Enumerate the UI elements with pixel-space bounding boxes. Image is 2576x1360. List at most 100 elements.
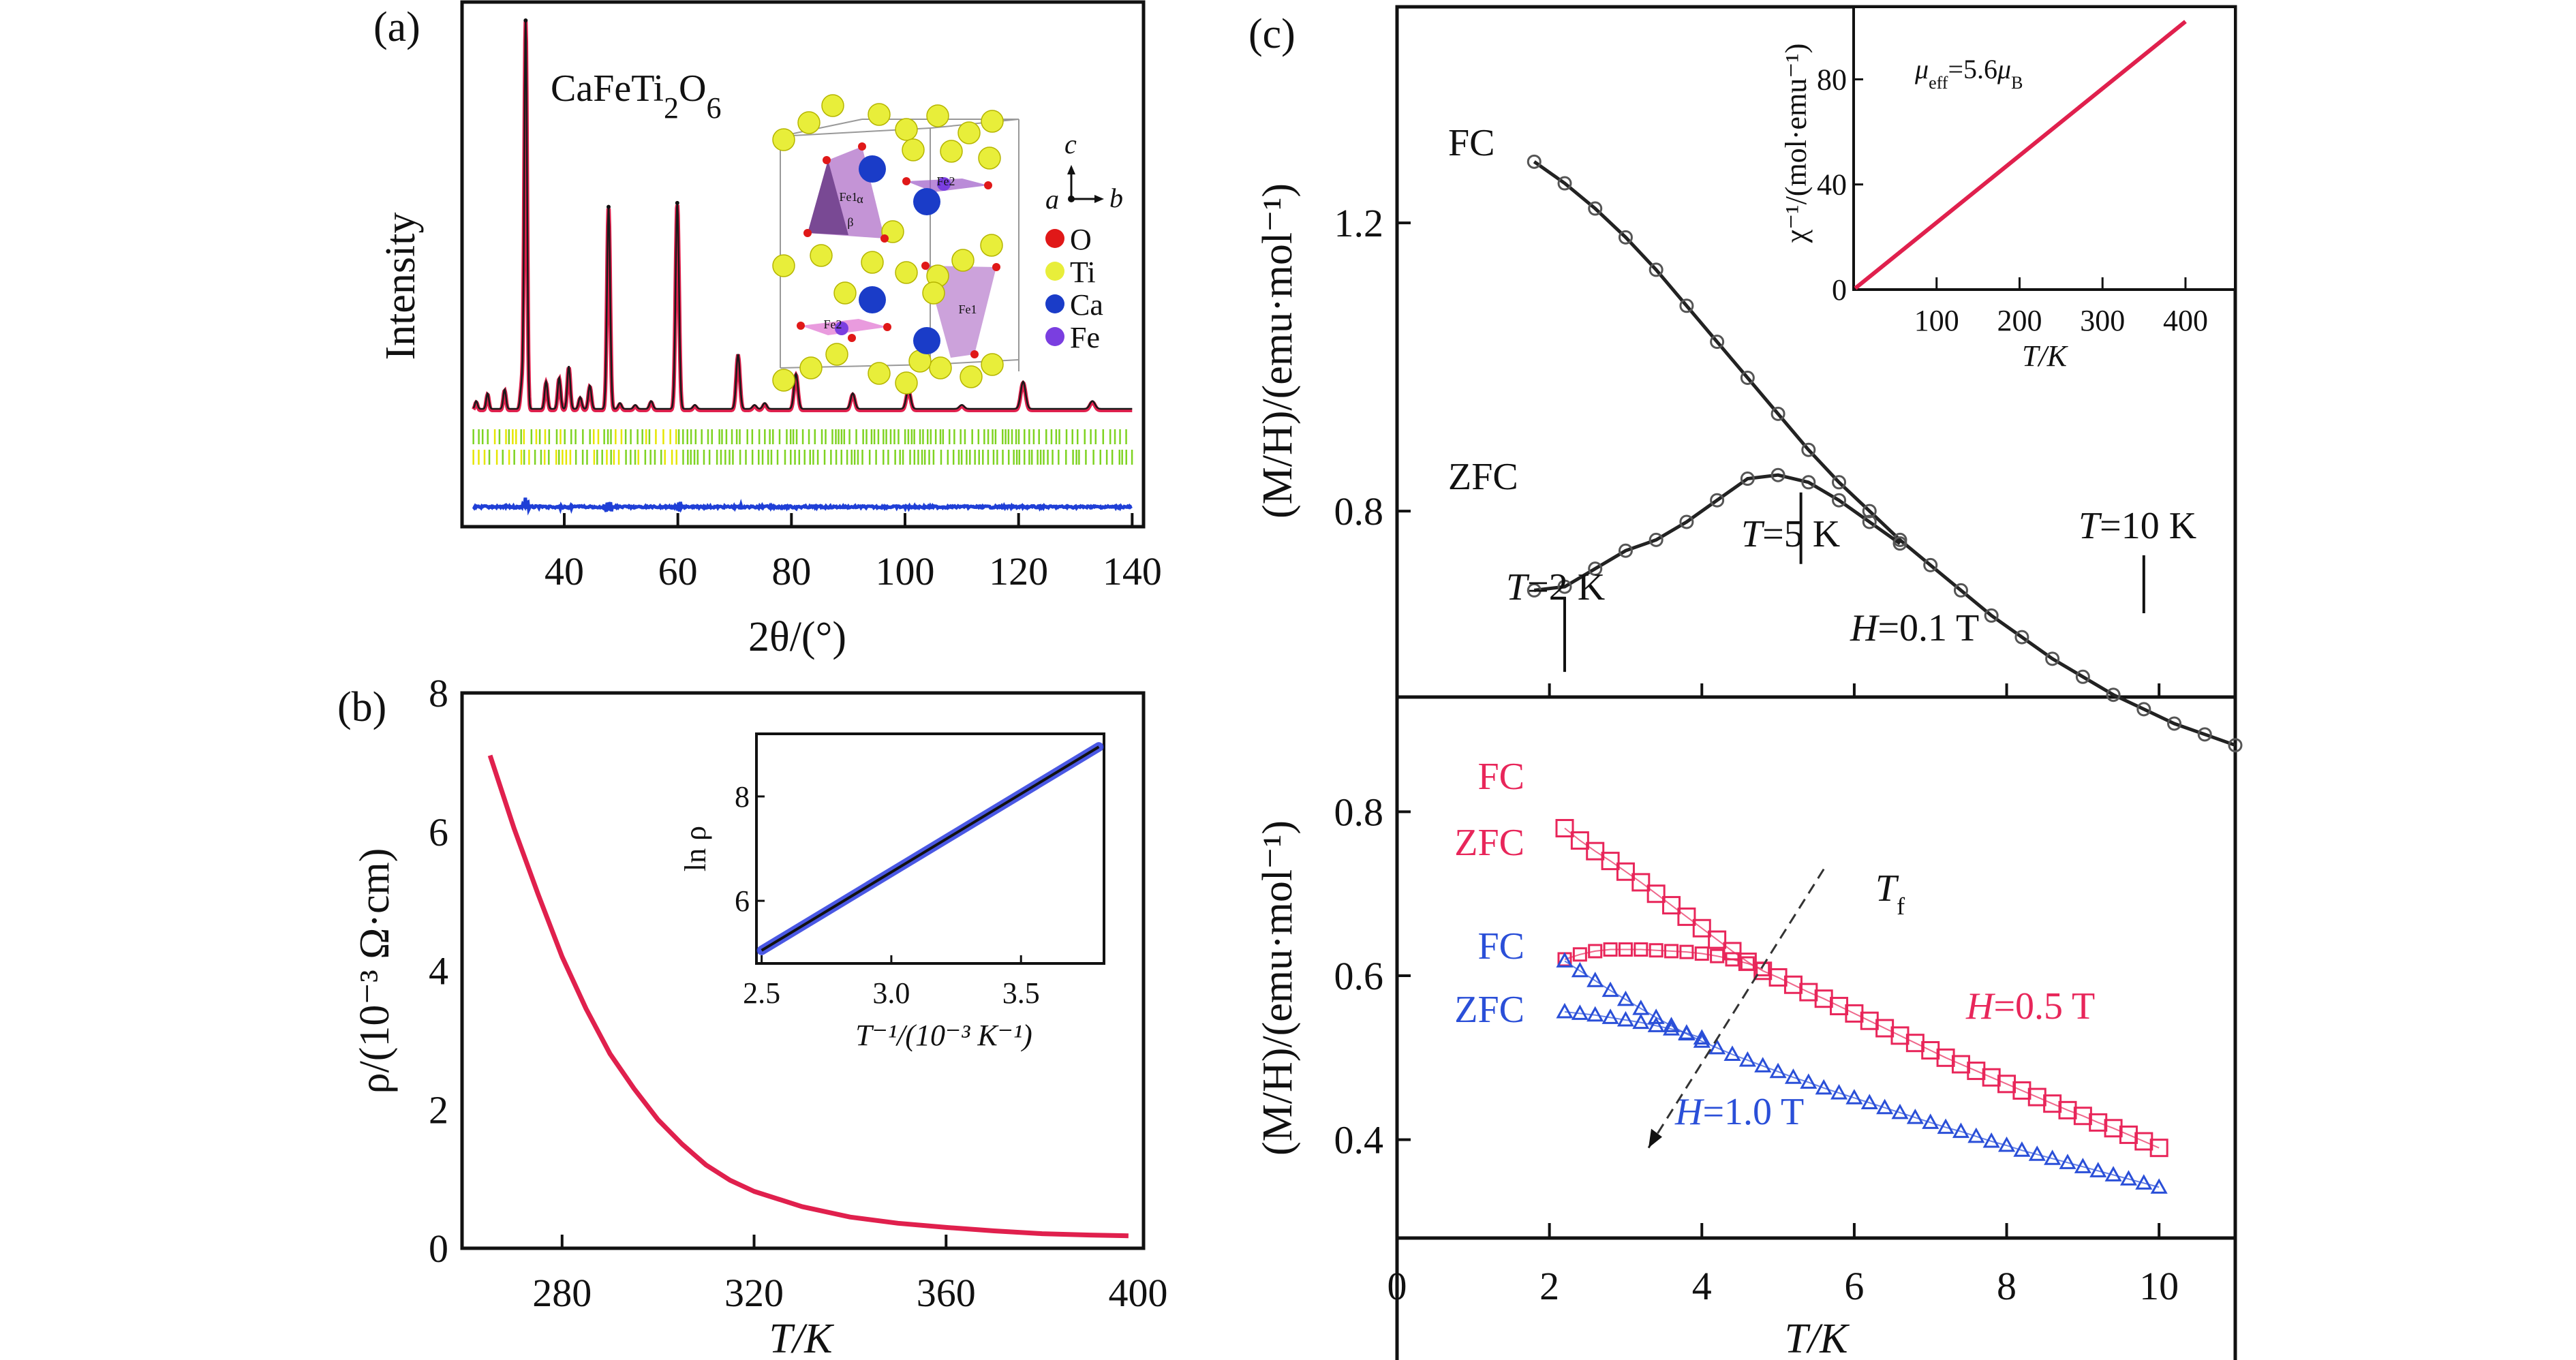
axes-b: 280 320 360 400 0 2 4 6 8 (429, 671, 1168, 1315)
inset-y-tick-label-c: 40 (1817, 168, 1847, 202)
compound-sub2: 6 (706, 91, 721, 125)
fc-point (2136, 702, 2151, 717)
fc-point (1679, 298, 1694, 313)
triangle-marker (2074, 1158, 2091, 1173)
x-tick-label-a: 80 (771, 549, 811, 593)
axis-label-b: b (1109, 183, 1123, 213)
y-tick-label-c-bottom: 0.8 (1334, 790, 1384, 834)
square-marker (1725, 952, 1740, 967)
legend-swatch-o (1045, 229, 1064, 248)
xrd-data (472, 18, 1133, 516)
o-atom (823, 156, 831, 164)
fc-point (1618, 230, 1633, 245)
triangle-marker (1876, 1098, 1894, 1115)
site-label: Fe2 (824, 318, 842, 331)
tf-dashed-arrow (1647, 868, 1825, 1149)
x-axis-label-b: T/K (769, 1316, 835, 1360)
y-tick-label-b: 4 (429, 949, 448, 993)
x-tick-label-b: 280 (532, 1271, 592, 1315)
square-marker (1646, 884, 1666, 903)
panel-label-a: (a) (373, 4, 420, 50)
square-marker (2089, 1113, 2108, 1132)
inset-y-label-c: χ⁻¹/(mol·emu⁻¹) (1779, 44, 1813, 244)
panel-label-c: (c) (1248, 11, 1295, 57)
triangle-marker (1662, 1020, 1681, 1036)
fe-atom (937, 177, 951, 191)
triangle-marker (1708, 1038, 1726, 1055)
triangle-marker (1556, 1002, 1574, 1019)
inset-x-tick-label-b: 3.0 (872, 976, 910, 1010)
y-tick-label-b: 8 (429, 671, 448, 715)
ti-atom (981, 353, 1004, 376)
compound-base: CaFeTi (551, 67, 664, 110)
square-marker (1679, 944, 1694, 959)
triangle-marker (1738, 1051, 1756, 1067)
zfc-point (1679, 514, 1694, 529)
legend-label-ca: Ca (1070, 288, 1103, 322)
fc-point (1527, 154, 1542, 169)
square-marker (1755, 961, 1770, 976)
ti-atom (861, 251, 884, 274)
zfc-point (1710, 493, 1725, 508)
annotation-field-0p5t: H=0.5 T (1965, 985, 2095, 1027)
ti-atom (821, 94, 844, 117)
ca-atom (859, 155, 886, 183)
y-tick-label-c-bottom: 0.4 (1334, 1118, 1384, 1162)
triangle-marker (1922, 1113, 1939, 1129)
y-axis-label-c-top: (M/H)/(emu·mol⁻¹) (1255, 183, 1301, 519)
inset-x-label-b: T⁻¹/(10⁻³ K⁻¹) (855, 1019, 1032, 1052)
o-atom (880, 234, 889, 243)
triangle-marker (2059, 1154, 2076, 1169)
o-atom (848, 334, 856, 342)
square-marker (2104, 1119, 2123, 1138)
triangle-marker (2104, 1166, 2122, 1181)
square-marker (2149, 1139, 2168, 1158)
zfc-point (1557, 579, 1572, 594)
triangle-marker (1632, 1013, 1650, 1030)
square-marker (1570, 831, 1589, 850)
square-marker (1982, 1068, 2001, 1087)
triangle-marker (1784, 1068, 1803, 1084)
triangle-marker (1967, 1127, 1985, 1143)
compound-label: CaFeTi2O6 (551, 67, 721, 125)
compound-sub1: 2 (664, 91, 679, 125)
ti-atom (772, 254, 795, 277)
inset-y-tick-label-b: 6 (735, 884, 750, 918)
triangle-marker (1815, 1079, 1833, 1095)
triangle-marker (1586, 1006, 1604, 1022)
x-tick-label-c-bottom: 4 (1692, 1264, 1712, 1308)
legend-label-fe: Fe (1070, 321, 1100, 354)
fc-point (1923, 557, 1938, 572)
observed-peak-point (675, 200, 679, 205)
square-marker (1603, 942, 1618, 957)
ti-atom (978, 146, 1001, 170)
difference-curve-line (472, 497, 1133, 516)
ti-atom (895, 261, 918, 284)
square-marker (1951, 1055, 1970, 1074)
inset-y-label-b: ln ρ (679, 826, 712, 871)
observed-peak-point (607, 204, 611, 209)
o-atom (921, 262, 930, 270)
annotation-2k: T=2 K (1506, 566, 1605, 608)
triangle-marker (2044, 1149, 2061, 1165)
annotation-field-0p1t: H=0.1 T (1850, 607, 1979, 649)
square-marker (1588, 944, 1603, 959)
square-marker (1662, 896, 1681, 915)
triangle-marker (2150, 1178, 2168, 1194)
resistivity-curve (487, 754, 1129, 1239)
site-label: Fe1 (840, 190, 858, 204)
fc-point (1710, 335, 1725, 350)
site-label: Fe1 (959, 303, 977, 316)
ti-atom (957, 121, 981, 144)
triangle-marker (1891, 1103, 1909, 1119)
fc-point (2075, 669, 2090, 684)
square-marker (2134, 1132, 2153, 1151)
o-atom (797, 322, 805, 330)
triangle-marker (1937, 1118, 1954, 1134)
y-tick-label-b: 2 (429, 1087, 448, 1132)
inset-x-tick-label-b: 3.5 (1002, 976, 1040, 1010)
fc-point (2045, 651, 2060, 666)
inset-frame-c (1852, 5, 2237, 291)
